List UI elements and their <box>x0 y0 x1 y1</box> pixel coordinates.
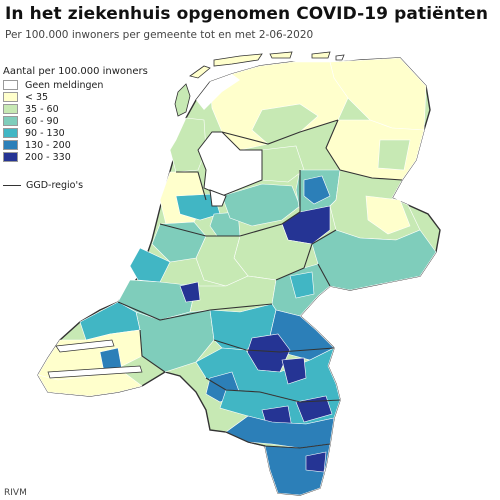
ggd-boundary <box>239 170 301 237</box>
legend-title: Aantal per 100.000 inwoners <box>3 66 148 77</box>
page-subtitle: Per 100.000 inwoners per gemeente tot en… <box>5 29 314 41</box>
region-zwolle <box>303 175 331 205</box>
legend-ggd-label: GGD-regio's <box>26 180 84 191</box>
wadden-islands <box>174 51 345 117</box>
region-uden-hotspot <box>281 357 307 385</box>
municipalities <box>37 57 437 496</box>
region-arnhem <box>289 271 315 299</box>
legend-swatch <box>3 116 18 126</box>
ggd-boundary <box>117 301 273 321</box>
region-gorinchem-hotspot <box>179 281 201 303</box>
legend-item-label: < 35 <box>25 91 49 103</box>
ggd-boundary <box>221 119 339 145</box>
legend-ggd-boundary: GGD-regio's <box>3 180 153 191</box>
region-zeeuws-vlaanderen <box>37 367 143 397</box>
legend-item-label: 35 - 60 <box>25 103 59 115</box>
legend-item: < 35 <box>3 91 153 103</box>
wadden-sea <box>196 74 240 110</box>
legend-item: 60 - 90 <box>3 115 153 127</box>
region-heerlen-hotspot <box>305 451 327 473</box>
ggd-boundary <box>213 339 335 353</box>
page-title: In het ziekenhuis opgenomen COVID-19 pat… <box>5 4 489 24</box>
markermeer <box>209 189 227 207</box>
legend-swatch <box>3 128 18 138</box>
legend-swatch <box>3 104 18 114</box>
ggd-boundary <box>275 229 337 281</box>
legend-item-label: 60 - 90 <box>25 115 59 127</box>
ggd-boundary <box>205 377 341 403</box>
island-ameland <box>269 51 293 59</box>
island-vlieland <box>189 65 211 79</box>
ggd-boundary <box>325 119 403 181</box>
oosterschelde <box>55 339 115 353</box>
island-terschelling <box>213 53 263 67</box>
region-twente-east <box>365 195 411 235</box>
legend-item: 130 - 200 <box>3 139 153 151</box>
legend-swatch <box>3 140 18 150</box>
legend-item-label: Geen meldingen <box>25 79 104 91</box>
westerschelde <box>47 365 143 379</box>
legend-item: 200 - 330 <box>3 151 153 163</box>
legend-item-label: 130 - 200 <box>25 139 71 151</box>
legend-item-label: 200 - 330 <box>25 151 71 163</box>
legend-item-label: 90 - 130 <box>25 127 65 139</box>
source-credit: RIVM <box>4 488 27 498</box>
ggd-boundaries <box>117 119 403 449</box>
region-venlo-hotspot <box>295 395 333 423</box>
legend-swatch <box>3 92 18 102</box>
legend-swatch <box>3 80 18 90</box>
legend: Aantal per 100.000 inwoners Geen melding… <box>3 66 153 191</box>
region-achterhoek <box>311 229 437 291</box>
region-drenthe-east <box>377 139 411 171</box>
legend-item: 35 - 60 <box>3 103 153 115</box>
region-noord-holland-north <box>169 117 207 173</box>
ggd-boundary <box>139 329 166 373</box>
ggd-line-swatch <box>3 185 21 186</box>
island-schiermonnikoog <box>311 51 331 59</box>
legend-item: 90 - 130 <box>3 127 153 139</box>
island-rottumeroog <box>335 54 345 61</box>
ggd-boundary <box>159 223 240 237</box>
region-amsterdam <box>175 193 221 221</box>
ggd-boundary <box>225 431 331 449</box>
legend-swatch <box>3 152 18 162</box>
island-texel <box>174 83 191 117</box>
ijsselmeer <box>197 131 263 197</box>
region-flevoland <box>221 183 301 227</box>
ggd-boundary <box>176 171 207 201</box>
water-bodies <box>47 74 263 379</box>
ggd-boundary <box>317 263 331 287</box>
legend-item: Geen meldingen <box>3 79 153 91</box>
